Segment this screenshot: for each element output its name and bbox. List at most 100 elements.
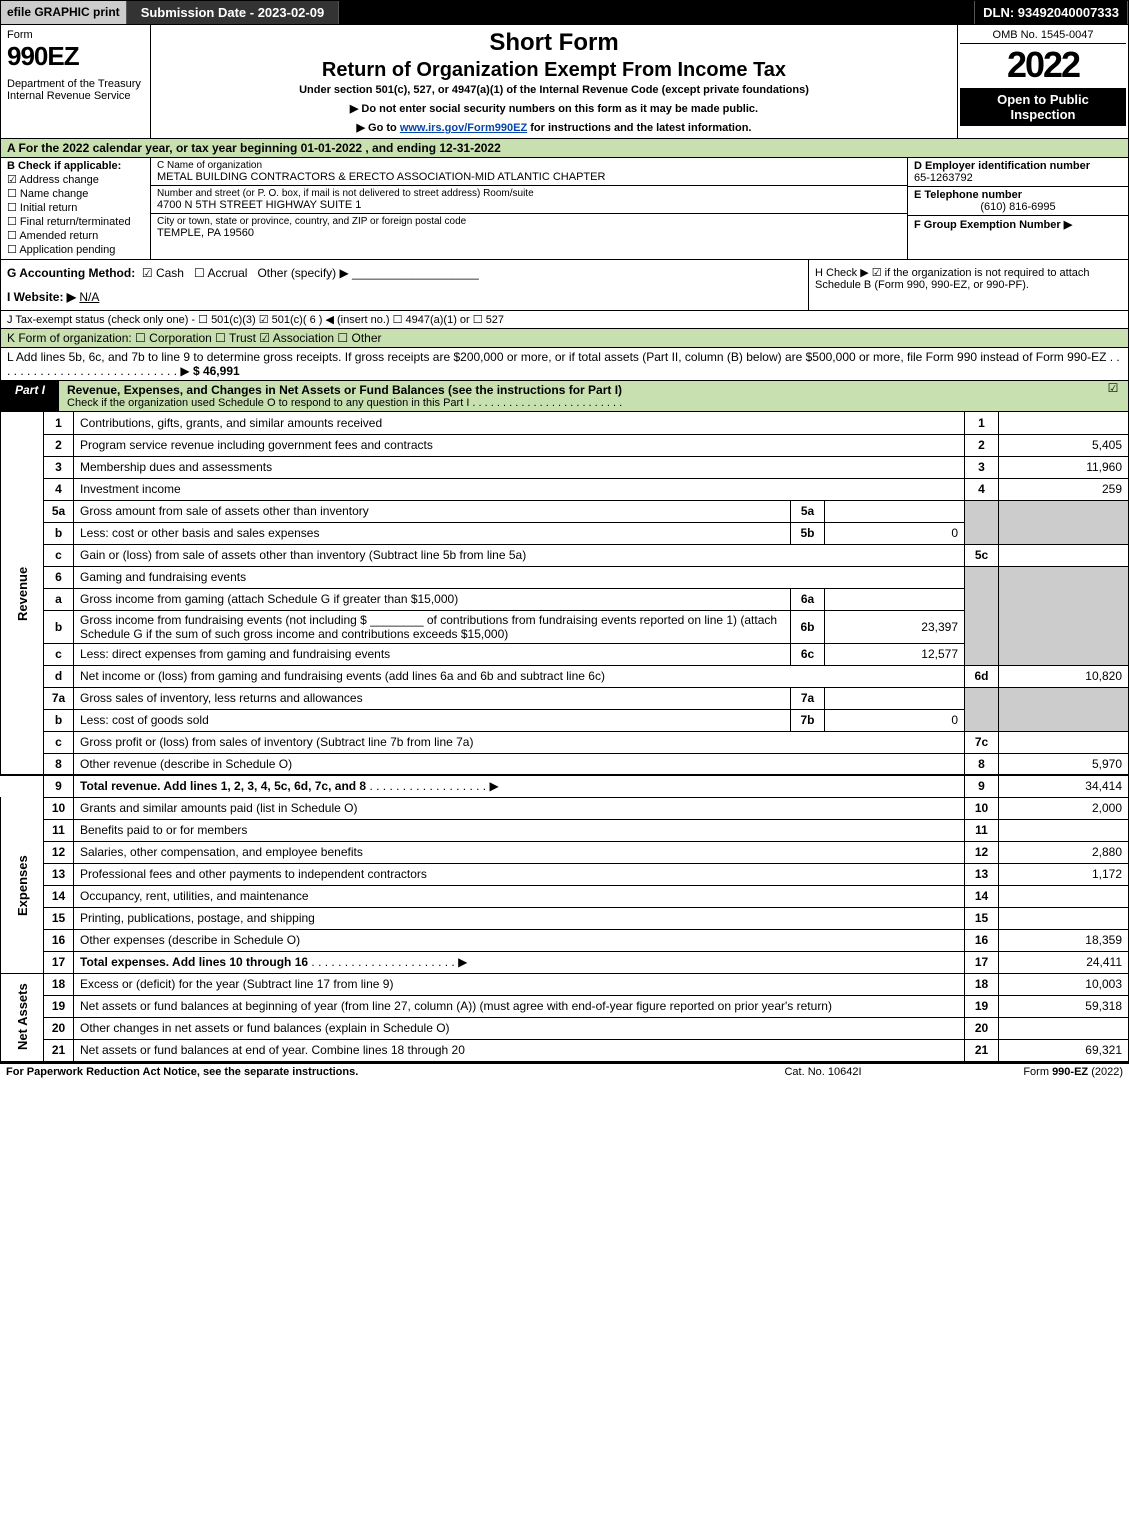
l7c-desc: Gross profit or (loss) from sales of inv…: [74, 731, 965, 753]
l12-box: 12: [965, 841, 999, 863]
l5a-sv: [825, 500, 965, 522]
group-exemption-label: F Group Exemption Number ▶: [914, 219, 1072, 231]
l21-desc: Net assets or fund balances at end of ye…: [74, 1039, 965, 1061]
irs-link[interactable]: www.irs.gov/Form990EZ: [400, 122, 527, 134]
dln-number: DLN: 93492040007333: [975, 1, 1128, 24]
header-center: Short Form Return of Organization Exempt…: [151, 25, 958, 138]
efile-print-button[interactable]: efile GRAPHIC print: [1, 1, 127, 24]
phone-label: E Telephone number: [914, 189, 1122, 201]
l16-box: 16: [965, 929, 999, 951]
l12-desc: Salaries, other compensation, and employ…: [74, 841, 965, 863]
l8-desc: Other revenue (describe in Schedule O): [74, 753, 965, 775]
l5a-num: 5a: [44, 500, 74, 522]
line-5b: b Less: cost or other basis and sales ex…: [1, 522, 1129, 544]
l17-desc: Total expenses. Add lines 10 through 16 …: [74, 951, 965, 973]
line-4: 4 Investment income 4 259: [1, 478, 1129, 500]
line-7c: c Gross profit or (loss) from sales of i…: [1, 731, 1129, 753]
part1-tab: Part I: [1, 381, 59, 411]
line-9: 9 Total revenue. Add lines 1, 2, 3, 4, 5…: [1, 775, 1129, 797]
l7b-sv: 0: [825, 709, 965, 731]
org-address: 4700 N 5TH STREET HIGHWAY SUITE 1: [157, 199, 901, 211]
lines-table: Revenue 1 Contributions, gifts, grants, …: [0, 412, 1129, 1062]
l2-box: 2: [965, 434, 999, 456]
line-7b: b Less: cost of goods sold 7b 0: [1, 709, 1129, 731]
l5b-desc: Less: cost or other basis and sales expe…: [74, 522, 791, 544]
l6d-box: 6d: [965, 665, 999, 687]
l5c-desc: Gain or (loss) from sale of assets other…: [74, 544, 965, 566]
l6c-sv: 12,577: [825, 643, 965, 665]
l5a-sub: 5a: [791, 500, 825, 522]
line-6: 6 Gaming and fundraising events: [1, 566, 1129, 588]
part1-header: Part I Revenue, Expenses, and Changes in…: [0, 381, 1129, 412]
line-12: 12 Salaries, other compensation, and emp…: [1, 841, 1129, 863]
chk-accrual[interactable]: Accrual: [194, 266, 247, 280]
side-net-assets: Net Assets: [1, 973, 44, 1061]
l21-num: 21: [44, 1039, 74, 1061]
ssn-warning: ▶ Do not enter social security numbers o…: [159, 102, 949, 115]
l17-num: 17: [44, 951, 74, 973]
row-j-tax-exempt: J Tax-exempt status (check only one) - ☐…: [0, 311, 1129, 329]
omb-number: OMB No. 1545-0047: [960, 27, 1126, 44]
l6d-desc: Net income or (loss) from gaming and fun…: [74, 665, 965, 687]
l5b-num: b: [44, 522, 74, 544]
chk-final-return[interactable]: Final return/terminated: [7, 215, 144, 228]
l8-box: 8: [965, 753, 999, 775]
l2-amt: 5,405: [999, 434, 1129, 456]
l6d-amt: 10,820: [999, 665, 1129, 687]
line-3: 3 Membership dues and assessments 3 11,9…: [1, 456, 1129, 478]
form-subtitle: Under section 501(c), 527, or 4947(a)(1)…: [159, 84, 949, 96]
l6a-sv: [825, 588, 965, 610]
l6-greybox: [965, 566, 999, 665]
l7ab-greybox: [965, 687, 999, 731]
l14-amt: [999, 885, 1129, 907]
l4-amt: 259: [999, 478, 1129, 500]
l7b-num: b: [44, 709, 74, 731]
chk-name-change[interactable]: Name change: [7, 187, 144, 200]
line-5c: c Gain or (loss) from sale of assets oth…: [1, 544, 1129, 566]
l7b-sub: 7b: [791, 709, 825, 731]
line-7a: 7a Gross sales of inventory, less return…: [1, 687, 1129, 709]
chk-address-change[interactable]: Address change: [7, 173, 144, 186]
chk-cash[interactable]: Cash: [142, 266, 184, 280]
row-h-schedule-b: H Check ▶ ☑ if the organization is not r…: [808, 260, 1128, 310]
line-6a: a Gross income from gaming (attach Sched…: [1, 588, 1129, 610]
l8-num: 8: [44, 753, 74, 775]
part1-title: Revenue, Expenses, and Changes in Net As…: [59, 381, 1098, 411]
l7a-desc: Gross sales of inventory, less returns a…: [74, 687, 791, 709]
chk-application-pending[interactable]: Application pending: [7, 243, 144, 256]
l6a-sub: 6a: [791, 588, 825, 610]
col-c-org-info: C Name of organization METAL BUILDING CO…: [151, 158, 908, 259]
l10-amt: 2,000: [999, 797, 1129, 819]
l3-amt: 11,960: [999, 456, 1129, 478]
col-def: D Employer identification number 65-1263…: [908, 158, 1128, 259]
l11-desc: Benefits paid to or for members: [74, 819, 965, 841]
line-20: 20 Other changes in net assets or fund b…: [1, 1017, 1129, 1039]
chk-initial-return[interactable]: Initial return: [7, 201, 144, 214]
l21-amt: 69,321: [999, 1039, 1129, 1061]
part1-checkbox[interactable]: ☑: [1098, 381, 1128, 411]
l16-amt: 18,359: [999, 929, 1129, 951]
l5b-sub: 5b: [791, 522, 825, 544]
l7c-amt: [999, 731, 1129, 753]
side-revenue: Revenue: [1, 412, 44, 775]
l5ab-greyamt: [999, 500, 1129, 544]
line-11: 11 Benefits paid to or for members 11: [1, 819, 1129, 841]
chk-amended-return[interactable]: Amended return: [7, 229, 144, 242]
l19-amt: 59,318: [999, 995, 1129, 1017]
l14-box: 14: [965, 885, 999, 907]
l4-box: 4: [965, 478, 999, 500]
l1-box: 1: [965, 412, 999, 434]
l1-desc: Contributions, gifts, grants, and simila…: [74, 412, 965, 434]
l9-num: 9: [44, 775, 74, 797]
l15-amt: [999, 907, 1129, 929]
line-15: 15 Printing, publications, postage, and …: [1, 907, 1129, 929]
line-6d: d Net income or (loss) from gaming and f…: [1, 665, 1129, 687]
l6-greyamt: [999, 566, 1129, 665]
l14-desc: Occupancy, rent, utilities, and maintena…: [74, 885, 965, 907]
org-name: METAL BUILDING CONTRACTORS & ERECTO ASSO…: [157, 171, 901, 183]
l5c-box: 5c: [965, 544, 999, 566]
footer-right: Form 990-EZ (2022): [923, 1066, 1123, 1078]
l17-amt: 24,411: [999, 951, 1129, 973]
form-header: Form 990EZ Department of the Treasury In…: [0, 25, 1129, 139]
l20-amt: [999, 1017, 1129, 1039]
